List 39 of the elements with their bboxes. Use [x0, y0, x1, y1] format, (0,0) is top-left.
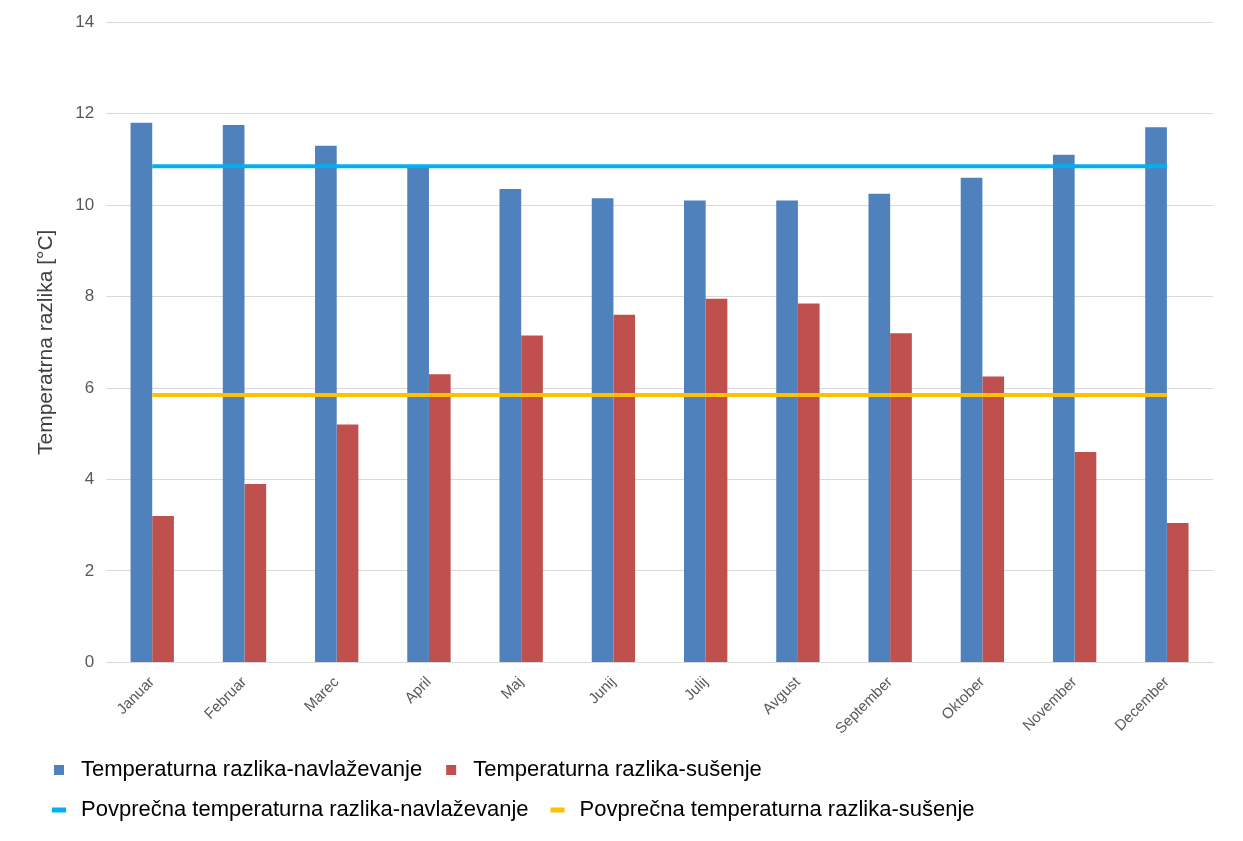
y-tick-label: 12 [75, 103, 95, 123]
legend-label: Povprečna temperaturna razlika-sušenje [579, 796, 975, 822]
bar [428, 374, 451, 662]
bar [982, 376, 1005, 662]
legend-label: Povprečna temperaturna razlika-navlaževanje [81, 796, 529, 822]
bar [1052, 154, 1075, 662]
x-tick-label: Maj [497, 672, 527, 702]
bar [684, 200, 706, 662]
bar [705, 298, 728, 662]
bar [152, 516, 174, 662]
y-tick-label: 14 [75, 11, 95, 31]
bar [1145, 127, 1167, 662]
bar [407, 166, 429, 662]
y-tick-label: 4 [84, 469, 95, 489]
y-tick-label: 2 [84, 560, 95, 580]
bar [130, 122, 153, 662]
bar [1074, 452, 1097, 662]
y-tick-label: 10 [75, 194, 95, 214]
y-tick-label: 6 [84, 377, 95, 397]
x-tick-label: Julij [680, 672, 711, 704]
bar [499, 189, 522, 662]
legend-label: Temperaturna razlika-sušenje [473, 756, 762, 782]
bar [613, 314, 636, 662]
legend-label: Temperaturna razlika-navlaževanje [81, 756, 423, 782]
bar [797, 303, 820, 662]
bar [1166, 522, 1189, 662]
bar [336, 424, 359, 662]
bar [868, 193, 891, 662]
bar [960, 177, 983, 662]
bar [222, 125, 245, 662]
bar [244, 484, 267, 662]
bar [890, 333, 912, 662]
bar [591, 198, 614, 662]
y-tick-label: 8 [84, 286, 95, 306]
y-tick-label: 0 [84, 652, 95, 672]
bar [315, 145, 337, 662]
bar [776, 200, 798, 662]
y-axis-title: Temperatrna razlika [°C] [33, 229, 57, 456]
bar [521, 335, 543, 662]
